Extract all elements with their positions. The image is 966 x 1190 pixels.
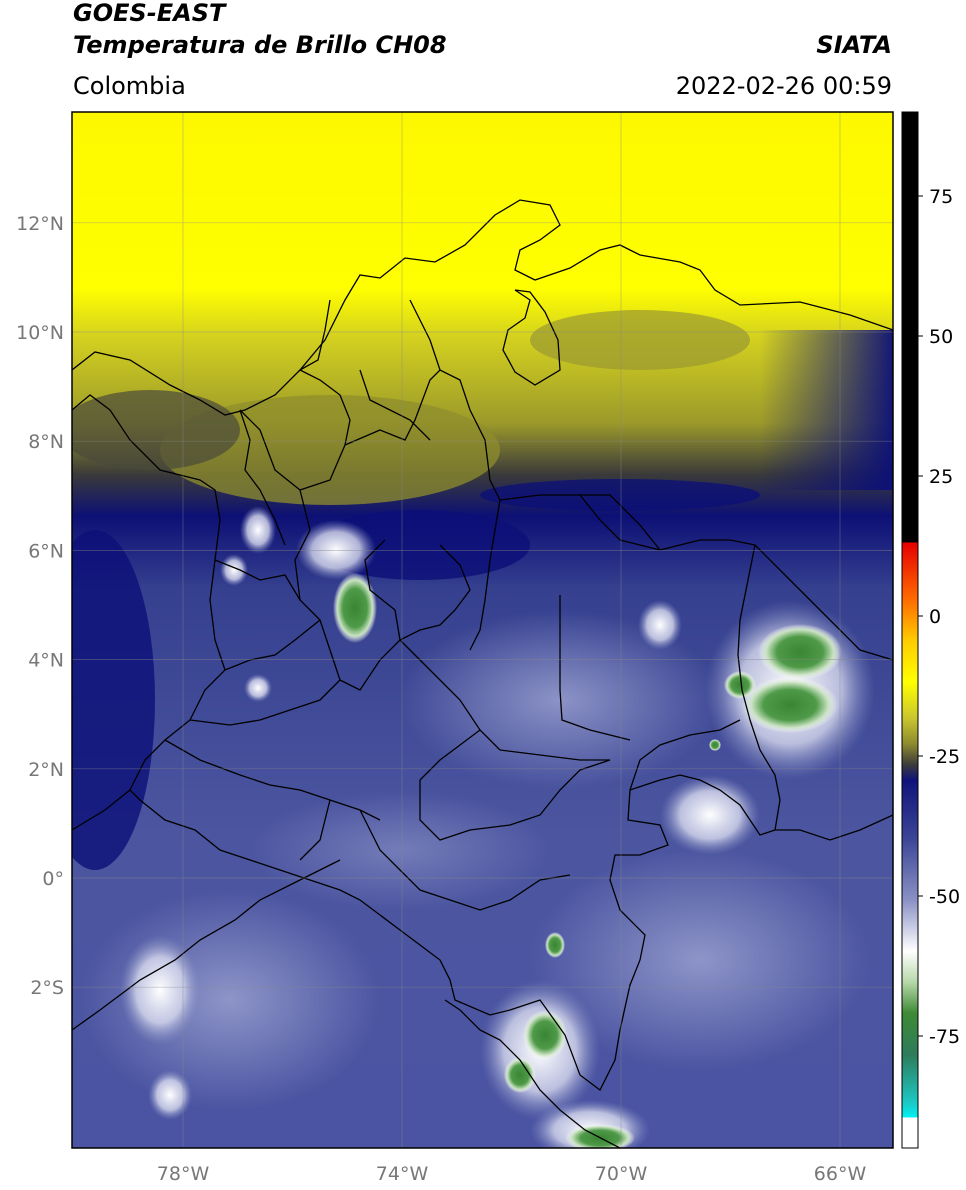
- lon-tick-label: 70°W: [595, 1163, 648, 1185]
- dept-3: [189, 679, 341, 726]
- latitude-labels: 12°N 10°N 8°N 6°N 4°N 2°N 0° 2°S: [16, 213, 64, 999]
- colorbar-tick-label: -25: [929, 746, 960, 768]
- peru-brazil-border: [444, 999, 621, 1148]
- dept-18: [299, 299, 331, 371]
- lat-tick-label: 0°: [42, 868, 64, 890]
- lon-tick-label: 74°W: [376, 1163, 429, 1185]
- ecuador-peru-border: [72, 859, 341, 1031]
- longitude-labels: 78°W 74°W 70°W 66°W: [157, 1163, 867, 1185]
- satellite-title: GOES-EAST: [73, 0, 226, 27]
- colorbar-tick-label: 75: [929, 186, 953, 208]
- colorbar-tick-label: 50: [929, 326, 953, 348]
- dept-2: [224, 619, 321, 671]
- dept-15: [299, 369, 351, 446]
- dept-16: [409, 299, 441, 371]
- lon-tick-label: 78°W: [157, 1163, 210, 1185]
- dept-20: [629, 719, 741, 791]
- map-frame: [71, 111, 894, 1149]
- dept-13: [299, 799, 331, 861]
- imagery-layer: [72, 112, 893, 1148]
- dept-1: [294, 489, 401, 691]
- lat-tick-label: 12°N: [16, 213, 64, 235]
- dept-11: [419, 729, 481, 781]
- dept-9: [419, 759, 611, 841]
- dept-7: [469, 499, 501, 651]
- dept-12: [359, 809, 571, 911]
- dept-21: [579, 494, 661, 551]
- dept-10: [499, 749, 610, 761]
- colorbar-tick-label: 0: [929, 606, 941, 628]
- dept-5: [399, 639, 501, 751]
- colorbar-scale: [901, 111, 919, 1149]
- colorbar-tick-label: -50: [929, 886, 960, 908]
- colorbar-tick-label: -75: [929, 1026, 960, 1048]
- region-label: Colombia: [73, 72, 186, 100]
- colorbar: 75 50 25 0 -25 -50 -75: [901, 111, 960, 1149]
- lat-tick-label: 4°N: [28, 650, 64, 672]
- agency-label: SIATA: [816, 31, 892, 59]
- maracaibo-lake: [502, 289, 561, 386]
- gridlines: [72, 112, 893, 1148]
- dept-8: [559, 595, 631, 741]
- lat-tick-label: 2°S: [30, 977, 64, 999]
- lat-tick-label: 2°N: [28, 759, 64, 781]
- lon-tick-label: 66°W: [814, 1163, 867, 1185]
- dept-19: [214, 559, 301, 601]
- venezuela-border: [754, 544, 893, 661]
- datetime-label: 2022-02-26 00:59: [675, 72, 892, 100]
- lat-tick-label: 8°N: [28, 431, 64, 453]
- colorbar-ticks: 75 50 25 0 -25 -50 -75: [918, 186, 960, 1048]
- lat-tick-label: 6°N: [28, 540, 64, 562]
- colombia-border: [129, 369, 781, 1091]
- dept-4: [164, 739, 381, 821]
- dept-17: [239, 409, 286, 546]
- brazil-venezuela-border: [775, 814, 893, 841]
- colorbar-tick-label: 25: [929, 466, 953, 488]
- pacific-coastline: [72, 394, 226, 831]
- lat-tick-label: 10°N: [16, 322, 64, 344]
- product-title: Temperatura de Brillo CH08: [73, 31, 447, 59]
- boundary-layer: [72, 199, 893, 1148]
- dept-14: [359, 369, 431, 441]
- caribbean-coastline: [72, 199, 893, 416]
- dept-6: [399, 544, 471, 641]
